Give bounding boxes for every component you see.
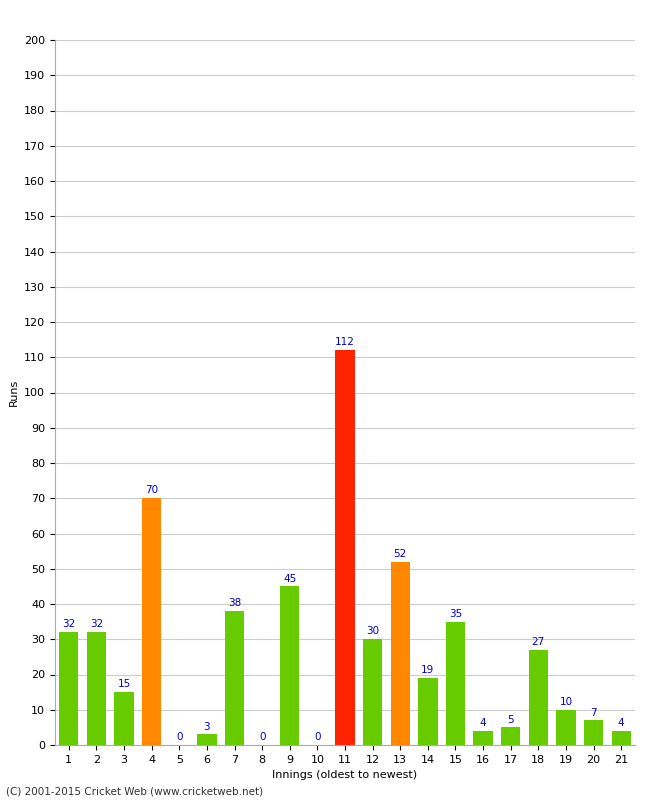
Text: 0: 0 xyxy=(314,732,320,742)
Bar xyxy=(280,586,300,745)
Text: 27: 27 xyxy=(532,637,545,647)
Text: 38: 38 xyxy=(228,598,241,608)
Bar xyxy=(612,731,631,745)
Bar xyxy=(446,622,465,745)
Text: (C) 2001-2015 Cricket Web (www.cricketweb.net): (C) 2001-2015 Cricket Web (www.cricketwe… xyxy=(6,786,264,796)
Text: 0: 0 xyxy=(259,732,265,742)
Bar xyxy=(528,650,548,745)
Text: 4: 4 xyxy=(618,718,625,728)
Text: 7: 7 xyxy=(590,707,597,718)
Text: 52: 52 xyxy=(394,549,407,559)
Text: 10: 10 xyxy=(560,697,573,707)
Y-axis label: Runs: Runs xyxy=(8,379,19,406)
Text: 0: 0 xyxy=(176,732,183,742)
Text: 4: 4 xyxy=(480,718,486,728)
Bar xyxy=(335,350,355,745)
Text: 32: 32 xyxy=(62,619,75,630)
Bar xyxy=(142,498,161,745)
Bar xyxy=(197,734,216,745)
Bar xyxy=(418,678,437,745)
Text: 15: 15 xyxy=(118,679,131,690)
Bar xyxy=(86,632,106,745)
Bar xyxy=(114,692,134,745)
Bar xyxy=(391,562,410,745)
Text: 45: 45 xyxy=(283,574,296,583)
Text: 70: 70 xyxy=(145,486,158,495)
X-axis label: Innings (oldest to newest): Innings (oldest to newest) xyxy=(272,770,417,780)
Bar xyxy=(584,720,603,745)
Text: 19: 19 xyxy=(421,666,434,675)
Text: 5: 5 xyxy=(508,714,514,725)
Text: 112: 112 xyxy=(335,338,355,347)
Bar xyxy=(556,710,576,745)
Bar xyxy=(501,727,521,745)
Text: 3: 3 xyxy=(203,722,210,732)
Bar xyxy=(473,731,493,745)
Bar xyxy=(363,639,382,745)
Bar xyxy=(59,632,79,745)
Bar xyxy=(225,611,244,745)
Text: 32: 32 xyxy=(90,619,103,630)
Text: 30: 30 xyxy=(366,626,379,637)
Text: 35: 35 xyxy=(449,609,462,619)
